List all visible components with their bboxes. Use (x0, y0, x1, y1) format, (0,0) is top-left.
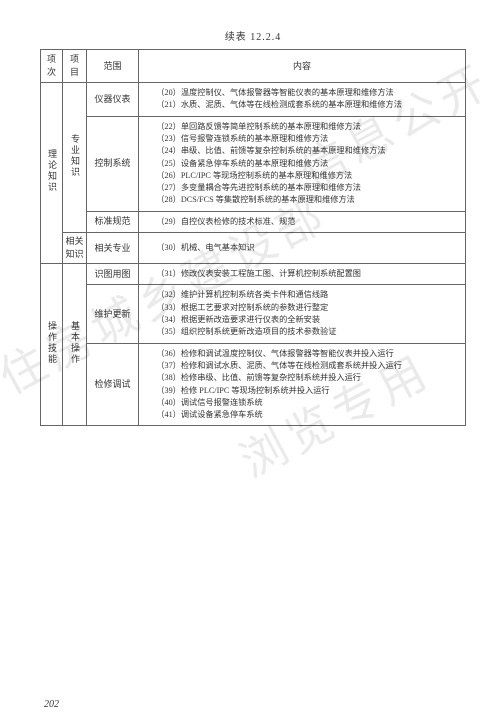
cell-theory: 理论知识 (41, 83, 63, 264)
cell-content-d: （30）机械、电气基本知识 (139, 233, 466, 264)
table-row: 标准规范 （29）自控仪表检修的技术标准、规范 (41, 211, 466, 232)
cell-related-knowledge: 相关知识 (63, 233, 87, 264)
cell-content-a: （20）温度控制仪、气体报警器等智能仪表的基本原理和维修方法 （21）水质、泥质… (139, 83, 466, 117)
table-header-row: 项次 项目 范围 内容 (41, 50, 466, 83)
col-header-1: 项次 (41, 50, 63, 83)
cell-content-e: （31）修改仪表安装工程施工图、计算机控制系统配置图 (139, 264, 466, 285)
table-row: 操作技能 基本操作 识图用图 （31）修改仪表安装工程施工图、计算机控制系统配置… (41, 264, 466, 285)
cell-basic-op: 基本操作 (63, 264, 87, 426)
cell-instrument: 仪器仪表 (87, 83, 139, 117)
cell-maintain: 维护更新 (87, 285, 139, 343)
col-header-3: 范围 (87, 50, 139, 83)
main-table: 项次 项目 范围 内容 理论知识 专业知识 仪器仪表 （20）温度控制仪、气体报… (40, 49, 466, 426)
cell-related-major: 相关专业 (87, 233, 139, 264)
table-row: 检修调试 （36）检修和调试温度控制仪、气体报警器等智能仪表并投入运行 （37）… (41, 343, 466, 426)
cell-content-b: （22）单回路反馈等简单控制系统的基本原理和维修方法 （23）信号报警连锁系统的… (139, 116, 466, 211)
cell-control-sys: 控制系统 (87, 116, 139, 211)
cell-content-f: （32）维护计算机控制系统各类卡件和通信线路 （33）根据工艺要求对控制系统的参… (139, 285, 466, 343)
cell-content-g: （36）检修和调试温度控制仪、气体报警器等智能仪表并投入运行 （37）检修和调试… (139, 343, 466, 426)
table-row: 维护更新 （32）维护计算机控制系统各类卡件和通信线路 （33）根据工艺要求对控… (41, 285, 466, 343)
page-number: 202 (44, 699, 59, 710)
cell-drawing: 识图用图 (87, 264, 139, 285)
cell-content-c: （29）自控仪表检修的技术标准、规范 (139, 211, 466, 232)
cell-pro-knowledge: 专业知识 (63, 83, 87, 233)
table-row: 理论知识 专业知识 仪器仪表 （20）温度控制仪、气体报警器等智能仪表的基本原理… (41, 83, 466, 117)
table-row: 相关知识 相关专业 （30）机械、电气基本知识 (41, 233, 466, 264)
col-header-4: 内容 (139, 50, 466, 83)
col-header-2: 项目 (63, 50, 87, 83)
table-caption: 续表 12.2.4 (40, 28, 466, 43)
table-row: 控制系统 （22）单回路反馈等简单控制系统的基本原理和维修方法 （23）信号报警… (41, 116, 466, 211)
cell-operation: 操作技能 (41, 264, 63, 426)
cell-repair: 检修调试 (87, 343, 139, 426)
cell-standard: 标准规范 (87, 211, 139, 232)
